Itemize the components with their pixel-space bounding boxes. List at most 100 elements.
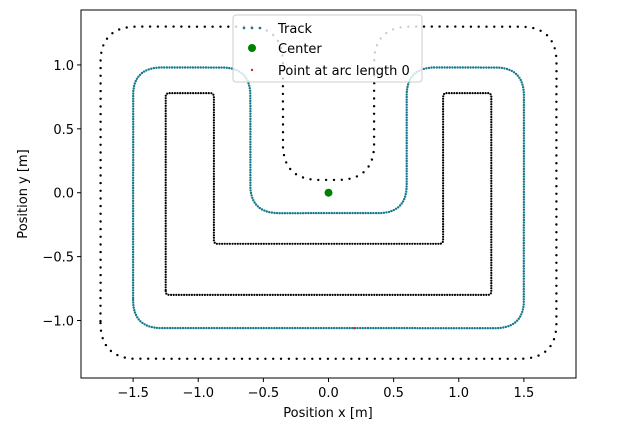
outer-boundary-point [282, 153, 286, 157]
x-tick-label: 0.0 [318, 386, 339, 401]
y-tick-label: −0.5 [42, 251, 74, 266]
track-point [522, 155, 526, 158]
outer-boundary-point [211, 25, 214, 28]
track-point [405, 187, 408, 191]
track-point [354, 211, 357, 215]
inner-boundary-point [173, 92, 176, 95]
inner-boundary-point [471, 92, 474, 95]
track-point [408, 326, 411, 330]
track-point [413, 326, 417, 330]
track-point [522, 183, 526, 186]
track-point [141, 321, 144, 325]
track-point [137, 318, 140, 321]
track-point [405, 157, 408, 160]
outer-boundary-point [490, 357, 494, 360]
inner-boundary-point [490, 287, 493, 290]
track-point [424, 327, 427, 330]
track-point [504, 325, 508, 329]
track-point [377, 326, 380, 330]
track-point [405, 90, 408, 94]
inner-boundary-point [270, 242, 273, 245]
inner-boundary-point [442, 192, 445, 195]
track-point [131, 215, 135, 218]
inner-boundary-point [164, 194, 167, 197]
track-point [218, 326, 221, 330]
inner-boundary-point [212, 203, 215, 206]
track-point [521, 310, 524, 314]
outer-boundary-point [99, 166, 102, 169]
inner-boundary-point [164, 240, 167, 243]
inner-boundary-point [375, 293, 378, 296]
outer-boundary-point [372, 150, 375, 154]
inner-boundary-point [212, 157, 215, 160]
outer-boundary-point [99, 135, 102, 139]
track-point [168, 326, 172, 330]
inner-boundary-point [260, 242, 263, 245]
track-point [132, 146, 135, 149]
track-point [322, 326, 325, 330]
inner-boundary-point [490, 210, 493, 213]
outer-boundary-point [539, 29, 542, 32]
track-point [265, 210, 268, 213]
y-tick-label: −1.0 [42, 315, 74, 330]
track-point [131, 291, 135, 295]
track-point [138, 73, 142, 77]
inner-boundary-point [461, 92, 464, 95]
track-point [405, 141, 408, 145]
inner-boundary-point [212, 96, 215, 99]
inner-boundary-point [212, 211, 215, 214]
inner-boundary-point [212, 193, 215, 196]
track-point [522, 249, 525, 252]
track-point [249, 186, 252, 190]
inner-boundary-point [442, 169, 445, 172]
track-point [392, 326, 396, 330]
track-point [249, 153, 252, 156]
track-point [131, 273, 135, 277]
track-point [369, 211, 372, 215]
outer-boundary-point [459, 357, 462, 360]
track-point [522, 114, 526, 117]
track-point [131, 186, 135, 190]
inner-boundary-point [212, 195, 215, 198]
inner-boundary-point [490, 179, 493, 182]
inner-boundary-point [197, 92, 200, 95]
inner-boundary-point [489, 292, 492, 295]
outer-boundary-point [438, 25, 441, 28]
track-point [401, 200, 405, 203]
track-point [179, 326, 182, 330]
track-point [299, 326, 302, 330]
center-point [324, 188, 333, 197]
inner-boundary-point [322, 242, 325, 245]
outer-boundary-point [555, 146, 558, 149]
inner-boundary-point [212, 218, 215, 221]
track-point [132, 151, 135, 154]
track-point [364, 211, 367, 215]
track-point [314, 326, 318, 330]
outer-boundary-point [217, 357, 220, 360]
inner-boundary-point [302, 293, 305, 296]
track-point [461, 66, 464, 69]
track-point [395, 326, 398, 330]
inner-boundary-point [164, 268, 167, 271]
track-point [405, 124, 408, 127]
track-point [236, 326, 239, 330]
track-point [312, 326, 315, 330]
track-point [403, 195, 407, 198]
inner-boundary-point [312, 242, 315, 245]
track-point [403, 326, 406, 330]
outer-boundary-point [178, 357, 181, 360]
inner-boundary-point [490, 256, 493, 259]
track-point [522, 147, 526, 150]
inner-boundary-point [177, 293, 180, 296]
inner-boundary-point [164, 158, 167, 161]
track-point [249, 158, 252, 161]
inner-boundary-point [212, 177, 215, 180]
track-point [163, 326, 166, 330]
outer-boundary-point [555, 261, 558, 264]
inner-boundary-point [185, 293, 188, 296]
outer-boundary-point [99, 189, 102, 192]
inner-boundary-point [442, 212, 445, 215]
inner-boundary-point [347, 293, 350, 296]
inner-boundary [164, 92, 493, 296]
track-point [446, 66, 449, 69]
